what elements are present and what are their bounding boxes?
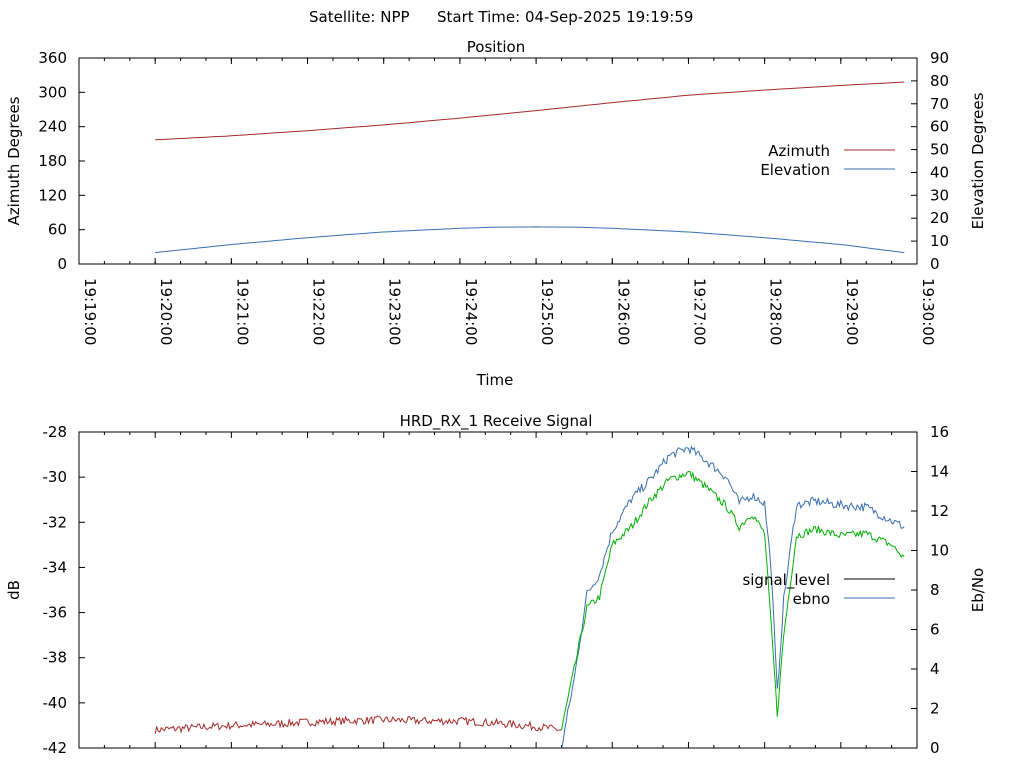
position-y-right-tick-label: 80: [930, 72, 949, 90]
signal-y-left-tick-label: -36: [43, 604, 68, 622]
signal-y-right-tick-label: 12: [930, 502, 949, 520]
position-y-left-tick-label: 360: [38, 49, 67, 67]
legend-label-elevation: Elevation: [760, 161, 830, 179]
position-y-right-tick-label: 10: [930, 232, 949, 250]
position-y-right-tick-label: 40: [930, 163, 949, 181]
position-y-right-tick-label: 90: [930, 49, 949, 67]
signal-y-left-tick-label: -42: [43, 739, 68, 757]
position-y-left-tick-label: 120: [38, 186, 67, 204]
legend-label-ebno: ebno: [793, 590, 830, 608]
signal-y-right-tick-label: 10: [930, 542, 949, 560]
signal-y-left-tick-label: -34: [43, 558, 68, 576]
position-y-left-tick-label: 180: [38, 152, 67, 170]
position-x-tick-label: 19:28:00: [767, 278, 785, 345]
signal-y-left-tick-label: -40: [43, 694, 68, 712]
position-x-tick-label: 19:27:00: [690, 278, 708, 345]
signal-level-line-late: [561, 470, 905, 731]
signal-y-left-tick-label: -28: [43, 423, 68, 441]
position-ylabel-left: Azimuth Degrees: [5, 96, 23, 225]
signal-level-line: [154, 715, 562, 734]
position-x-tick-label: 19:30:00: [919, 278, 937, 345]
signal-title: HRD_RX_1 Receive Signal: [400, 412, 593, 431]
position-xlabel: Time: [476, 371, 514, 389]
position-x-tick-label: 19:26:00: [614, 278, 632, 345]
signal-y-left-tick-label: -32: [43, 513, 68, 531]
position-y-left-tick-label: 240: [38, 118, 67, 136]
legend-label-signal-level: signal_level: [742, 571, 830, 590]
position-x-tick-label: 19:23:00: [386, 278, 404, 345]
position-y-left-tick-label: 60: [48, 221, 67, 239]
legend-label-azimuth: Azimuth: [768, 142, 830, 160]
signal-y-right-tick-label: 6: [930, 621, 940, 639]
position-title: Position: [467, 38, 525, 56]
position-x-tick-label: 19:29:00: [843, 278, 861, 345]
position-y-right-tick-label: 20: [930, 209, 949, 227]
signal-y-right-tick-label: 4: [930, 660, 940, 678]
position-ylabel-right: Elevation Degrees: [969, 92, 987, 229]
signal-y-left-tick-label: -38: [43, 649, 68, 667]
position-y-right-tick-label: 60: [930, 118, 949, 136]
header-start-time: Start Time: 04-Sep-2025 19:19:59: [437, 8, 693, 26]
signal-chart: HRD_RX_1 Receive Signal -42 -40 -38 -36 -34 -…: [5, 412, 987, 757]
position-chart: Position 19:19:00 19:20:00 19:21:00 19:22:0…: [5, 38, 987, 389]
position-y-right-tick-label: 70: [930, 95, 949, 113]
position-x-tick-label: 19:24:00: [462, 278, 480, 345]
position-y-left-tick-label: 0: [57, 255, 67, 273]
ebno-line: [561, 445, 905, 748]
signal-legend: signal_level ebno: [742, 571, 895, 608]
signal-y-right-tick-label: 8: [930, 581, 940, 599]
elevation-line: [155, 226, 905, 254]
position-x-tick-label: 19:19:00: [81, 278, 99, 345]
signal-y-right-tick-label: 14: [930, 463, 949, 481]
position-x-tick-label: 19:25:00: [538, 278, 556, 345]
position-y-right-tick-label: 50: [930, 141, 949, 159]
signal-ylabel-right: Eb/No: [969, 568, 987, 612]
signal-y-right-tick-label: 0: [930, 739, 940, 757]
signal-plot-frame: [78, 431, 918, 749]
position-x-tick-label: 19:22:00: [310, 278, 328, 345]
signal-y-right-tick-label: 16: [930, 423, 949, 441]
position-legend: Azimuth Elevation: [760, 142, 895, 179]
position-y-right-tick-label: 30: [930, 186, 949, 204]
position-y-left-tick-label: 300: [38, 83, 67, 101]
signal-y-left-tick-label: -30: [43, 468, 68, 486]
header-satellite: Satellite: NPP: [309, 8, 410, 26]
position-x-tick-label: 19:21:00: [233, 278, 251, 345]
position-x-tick-label: 19:20:00: [157, 278, 175, 345]
position-y-right-tick-label: 0: [930, 255, 940, 273]
azimuth-line: [155, 81, 905, 141]
signal-ylabel-left: dB: [5, 580, 23, 600]
signal-y-right-tick-label: 2: [930, 700, 940, 718]
